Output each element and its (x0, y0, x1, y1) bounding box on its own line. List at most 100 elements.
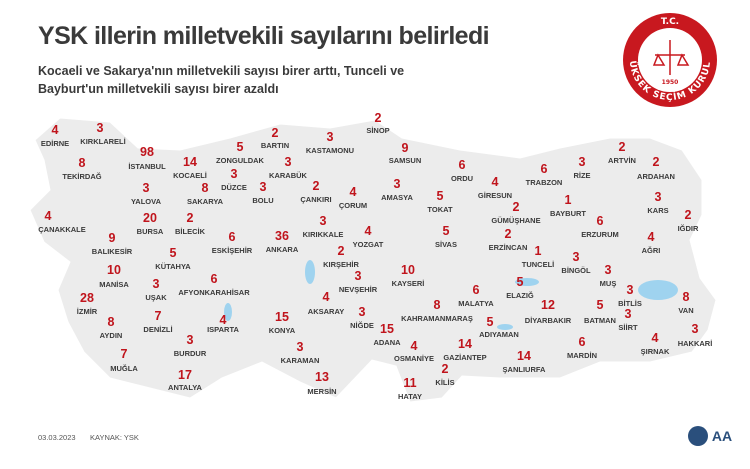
province-name: TUNCELİ (522, 260, 555, 269)
province-name: İZMİR (77, 307, 98, 316)
province-name: KARS (647, 206, 668, 215)
province-name: TOKAT (427, 205, 453, 214)
seat-count: 8 (434, 298, 441, 312)
seat-count: 4 (365, 224, 372, 238)
seat-count: 5 (487, 315, 494, 329)
province-name: ADIYAMAN (479, 330, 519, 339)
seat-count: 8 (202, 181, 209, 195)
seat-count: 2 (442, 362, 449, 376)
province-name: AKSARAY (308, 307, 344, 316)
province-name: BURDUR (174, 349, 207, 358)
seat-count: 2 (375, 111, 382, 125)
provinces: 4EDİRNE3KIRKLARELİ98İSTANBUL8TEKİRDAĞ14K… (38, 111, 712, 401)
seat-count: 3 (97, 121, 104, 135)
seat-count: 2 (513, 200, 520, 214)
seat-count: 4 (350, 185, 357, 199)
province-name: KARABÜK (269, 171, 307, 180)
seat-count: 3 (625, 307, 632, 321)
province-name: TRABZON (526, 178, 563, 187)
seat-count: 2 (619, 140, 626, 154)
seat-count: 5 (597, 298, 604, 312)
province-name: AĞRI (642, 246, 661, 255)
seat-count: 7 (155, 309, 162, 323)
seat-count: 3 (573, 250, 580, 264)
province-name: HAKKARİ (678, 339, 713, 348)
seat-count: 3 (692, 322, 699, 336)
province-name: DİYARBAKIR (525, 316, 572, 325)
province-name: DÜZCE (221, 183, 247, 192)
seat-count: 4 (411, 339, 418, 353)
province-name: ÇANAKKALE (38, 225, 86, 234)
seat-count: 6 (473, 283, 480, 297)
seat-count: 2 (505, 227, 512, 241)
seat-count: 10 (107, 263, 121, 277)
province-name: BURSA (137, 227, 164, 236)
province-name: ÇORUM (339, 201, 367, 210)
province-name: SAKARYA (187, 197, 224, 206)
province-name: ANTALYA (168, 383, 202, 392)
province-name: KONYA (269, 326, 296, 335)
seat-count: 3 (359, 305, 366, 319)
province-name: ANKARA (266, 245, 299, 254)
province-name: KÜTAHYA (155, 262, 191, 271)
brand: AA (712, 428, 732, 444)
province-name: KOCAELİ (173, 171, 207, 180)
province-name: KİLİS (435, 378, 454, 387)
seat-count: 4 (652, 331, 659, 345)
seat-count: 4 (45, 209, 52, 223)
province-name: TEKİRDAĞ (62, 172, 101, 181)
seat-count: 3 (627, 283, 634, 297)
seat-count: 3 (260, 180, 267, 194)
seat-count: 3 (327, 130, 334, 144)
province-name: BOLU (252, 196, 273, 205)
seat-count: 5 (443, 224, 450, 238)
seat-count: 4 (492, 175, 499, 189)
seat-count: 14 (517, 349, 531, 363)
province-name: OSMANİYE (394, 354, 434, 363)
title: YSK illerin milletvekili sayılarını beli… (38, 22, 490, 50)
seat-count: 6 (211, 272, 218, 286)
province-name: ELAZIĞ (506, 291, 534, 300)
province-name: SİNOP (366, 126, 389, 135)
seat-count: 2 (272, 126, 279, 140)
country-shape (29, 117, 717, 403)
province-name: ESKİŞEHİR (212, 246, 253, 255)
province-name: MARDİN (567, 351, 597, 360)
date: 03.03.2023 (38, 433, 76, 442)
seat-count: 8 (108, 315, 115, 329)
province-name: VAN (678, 306, 693, 315)
province-name: KIRIKKALE (303, 230, 344, 239)
province-name: ARDAHAN (637, 172, 675, 181)
seat-count: 6 (541, 162, 548, 176)
seat-count: 15 (380, 322, 394, 336)
province-name: BAYBURT (550, 209, 586, 218)
seat-count: 3 (153, 277, 160, 291)
seat-count: 9 (402, 141, 409, 155)
seat-count: 6 (597, 214, 604, 228)
logo-top: T.C. (661, 17, 679, 27)
province-name: SAMSUN (389, 156, 422, 165)
province-name: SİVAS (435, 240, 457, 249)
province-name: KASTAMONU (306, 146, 354, 155)
province-name: KAHRAMANMARAŞ (401, 314, 473, 323)
province-name: ISPARTA (207, 325, 239, 334)
source: KAYNAK: YSK (90, 433, 139, 442)
seat-count: 1 (535, 244, 542, 258)
lake (305, 260, 315, 284)
province-name: KAYSERİ (392, 279, 425, 288)
province-name: MUŞ (600, 279, 617, 288)
province-name: MALATYA (458, 299, 494, 308)
seat-count: 2 (313, 179, 320, 193)
province-name: RİZE (573, 171, 590, 180)
seat-count: 3 (231, 167, 238, 181)
logo-scales (652, 40, 690, 75)
province-name: İSTANBUL (128, 162, 166, 171)
province-name: BİNGÖL (561, 266, 591, 275)
seat-count: 12 (541, 298, 555, 312)
seat-count: 5 (437, 189, 444, 203)
seat-count: 5 (237, 140, 244, 154)
seat-count: 20 (143, 211, 157, 225)
seat-count: 2 (653, 155, 660, 169)
lake (224, 303, 232, 321)
